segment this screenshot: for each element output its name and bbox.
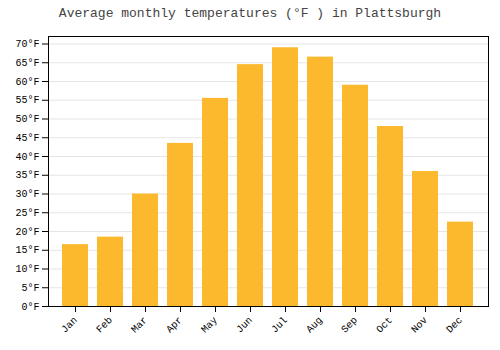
svg-text:Oct: Oct xyxy=(374,315,395,336)
svg-text:50°F: 50°F xyxy=(15,114,39,125)
html-text:Average monthly temperatures (: Average monthly temperatures (°F ) in Pl… xyxy=(58,6,442,21)
svg-text:Nov: Nov xyxy=(409,315,430,336)
svg-text:25°F: 25°F xyxy=(15,208,39,219)
svg-text:15°F: 15°F xyxy=(15,245,39,256)
svg-text:60°F: 60°F xyxy=(15,77,39,88)
svg-text:35°F: 35°F xyxy=(15,170,39,181)
svg-text:0°F: 0°F xyxy=(21,302,39,313)
svg-text:45°F: 45°F xyxy=(15,133,39,144)
svg-text:Jan: Jan xyxy=(59,315,80,336)
svg-text:Dec: Dec xyxy=(444,315,465,336)
svg-text:Jul: Jul xyxy=(269,315,290,336)
svg-text:20°F: 20°F xyxy=(15,227,39,238)
svg-text:65°F: 65°F xyxy=(15,58,39,69)
svg-text:5°F: 5°F xyxy=(21,283,39,294)
svg-text:Apr: Apr xyxy=(164,315,185,336)
svg-text:55°F: 55°F xyxy=(15,95,39,106)
svg-text:Jun: Jun xyxy=(234,315,255,336)
svg-text:70°F: 70°F xyxy=(15,39,39,50)
svg-text:40°F: 40°F xyxy=(15,152,39,163)
svg-text:30°F: 30°F xyxy=(15,189,39,200)
svg-text:Aug: Aug xyxy=(304,315,325,336)
svg-text:Feb: Feb xyxy=(94,315,115,336)
svg-text:Mar: Mar xyxy=(129,315,150,336)
svg-text:May: May xyxy=(199,315,220,336)
svg-text:Sep: Sep xyxy=(339,315,360,336)
svg-text:10°F: 10°F xyxy=(15,264,39,275)
